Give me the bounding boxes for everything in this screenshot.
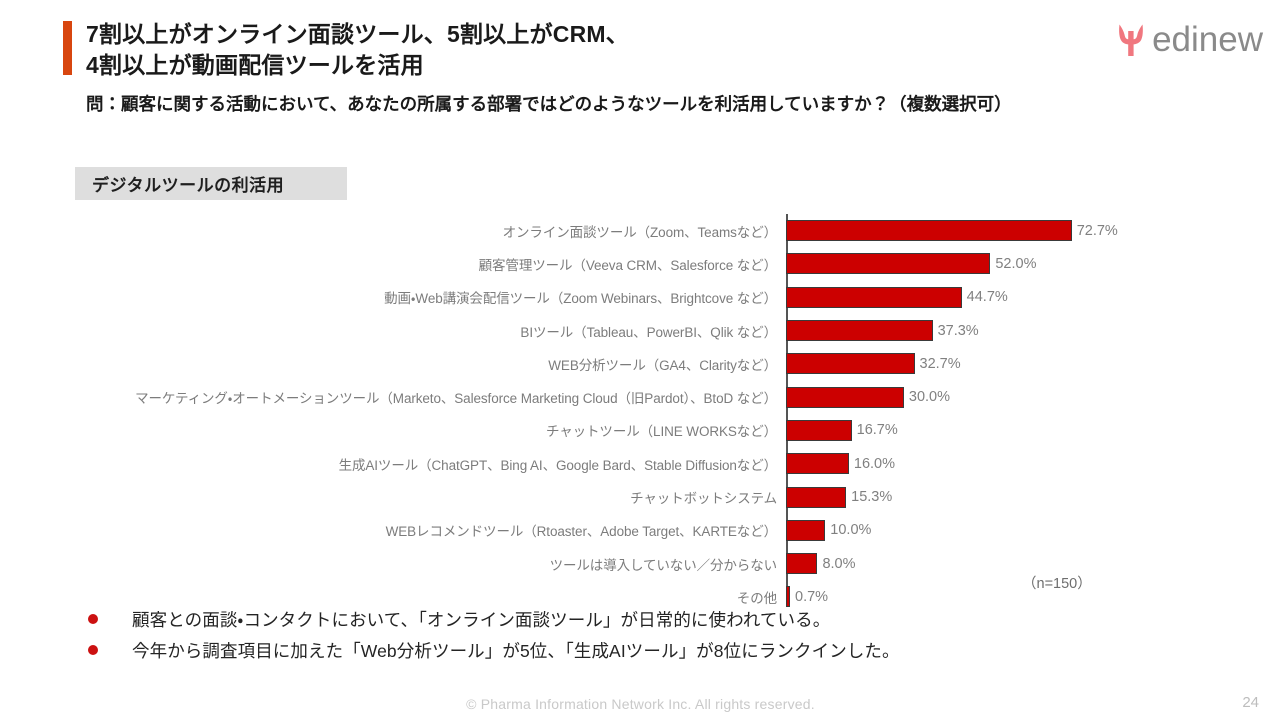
chart-row: WEBレコメンドツール（Rtoaster、Adobe Target、KARTEな… — [0, 514, 1281, 547]
chart-bar-area: 8.0% — [786, 547, 1281, 580]
chart-bar-area: 37.3% — [786, 314, 1281, 347]
logo-wordmark: edinew — [1152, 20, 1263, 59]
chart-bar-value: 8.0% — [822, 555, 856, 572]
slide-header: 7割以上がオンライン面談ツール、5割以上がCRM、 4割以上が動画配信ツールを活… — [0, 0, 1281, 130]
medinew-m-mark-icon — [1119, 24, 1143, 56]
chart-bar-area: 72.7% — [786, 214, 1281, 247]
page-title: 7割以上がオンライン面談ツール、5割以上がCRM、 4割以上が動画配信ツールを活… — [86, 19, 1086, 81]
chart-bar-value: 52.0% — [995, 255, 1037, 272]
chart-bar-area: 32.7% — [786, 347, 1281, 380]
bullet-item: 今年から調査項目に加えた「Web分析ツール」が5位、「生成AIツール」が8位にラ… — [88, 638, 1228, 669]
chart-category-label: 動画・Web講演会配信ツール（Zoom Webinars、Brightcove … — [384, 291, 777, 307]
section-tag-label: デジタルツールの利活用 — [92, 176, 285, 195]
chart-bar — [786, 453, 849, 475]
chart-category-label: WEBレコメンドツール（Rtoaster、Adobe Target、KARTEな… — [385, 524, 778, 540]
chart-bar-value: 37.3% — [937, 322, 979, 339]
chart-bar-area: 16.7% — [786, 414, 1281, 447]
chart-bar — [786, 253, 991, 275]
chart-bar-value: 15.3% — [851, 489, 893, 506]
chart-category-label: チャットツール（LINE WORKSなど） — [545, 424, 777, 440]
chart-bar — [786, 353, 915, 375]
chart-bar — [786, 486, 847, 508]
chart-category-label: ツールは導入していない／分からない — [549, 557, 778, 573]
chart-bar-area: 30.0% — [786, 380, 1281, 413]
page-subtitle: 問：顧客に関する活動において、あなたの所属する部署ではどのようなツールを利活用し… — [86, 94, 1012, 114]
chart-bar — [786, 586, 790, 608]
section-tag: デジタルツールの利活用 — [75, 167, 347, 200]
chart-bar — [786, 286, 962, 308]
title-line-1: 7割以上がオンライン面談ツール、5割以上がCRM、 — [86, 21, 629, 47]
chart-bar-area: 10.0% — [786, 514, 1281, 547]
medinew-logo: edinew — [1115, 18, 1263, 62]
chart-category-label: BIツール（Tableau、PowerBI、Qlik など） — [520, 324, 777, 340]
chart-bar-area: 0.7% — [786, 580, 1281, 613]
chart-bar-value: 44.7% — [966, 289, 1008, 306]
chart-bar-value: 10.0% — [830, 522, 872, 539]
chart-row: その他 0.7% — [0, 580, 1281, 613]
chart-category-label: その他 — [736, 590, 777, 606]
chart-row: 生成AIツール（ChatGPT、Bing AI、Google Bard、Stab… — [0, 447, 1281, 480]
chart-bar-value: 72.7% — [1076, 222, 1118, 239]
chart-bar-area: 15.3% — [786, 480, 1281, 513]
bullet-item: 顧客との面談・コンタクトにおいて、「オンライン面談ツール」が日常的に使われている… — [88, 607, 1228, 638]
chart-bar-area: 52.0% — [786, 247, 1281, 280]
chart-row: チャットボットシステム 15.3% — [0, 480, 1281, 513]
page-number: 24 — [1242, 694, 1259, 711]
chart-bar — [786, 386, 904, 408]
chart-bar-value: 16.7% — [856, 422, 898, 439]
chart-bar — [786, 519, 826, 541]
chart-category-label: 顧客管理ツール（Veeva CRM、Salesforce など） — [478, 257, 777, 273]
chart-category-label: チャットボットシステム — [630, 491, 777, 507]
chart-category-label: WEB分析ツール（GA4、Clarityなど） — [548, 357, 777, 373]
chart-bar-area: 44.7% — [786, 281, 1281, 314]
title-accent-bar — [63, 21, 72, 75]
chart-category-label: マーケティング・オートメーションツール（Marketo、Salesforce M… — [135, 391, 777, 407]
chart-bar-value: 30.0% — [908, 389, 951, 406]
chart-category-label: オンライン面談ツール（Zoom、Teamsなど） — [502, 224, 777, 240]
chart-row: WEB分析ツール（GA4、Clarityなど） 32.7% — [0, 347, 1281, 380]
chart-row: 動画・Web講演会配信ツール（Zoom Webinars、Brightcove … — [0, 281, 1281, 314]
chart-row: ツールは導入していない／分からない 8.0% — [0, 547, 1281, 580]
chart-category-label: 生成AIツール（ChatGPT、Bing AI、Google Bard、Stab… — [338, 457, 778, 473]
chart-bar — [786, 553, 818, 575]
chart-bar — [786, 419, 852, 441]
chart-bar-value: 32.7% — [919, 355, 961, 372]
bullet-dot-icon — [88, 614, 98, 624]
chart-rows: オンライン面談ツール（Zoom、Teamsなど） 72.7% 顧客管理ツール（Vee… — [0, 214, 1281, 614]
bullet-dot-icon — [88, 645, 98, 655]
chart-row: BIツール（Tableau、PowerBI、Qlik など） 37.3% — [0, 314, 1281, 347]
bullet-list: 顧客との面談・コンタクトにおいて、「オンライン面談ツール」が日常的に使われている… — [88, 607, 1228, 669]
title-line-2: 4割以上が動画配信ツールを活用 — [86, 52, 424, 78]
chart-bar-value: 0.7% — [795, 588, 829, 605]
footer-copyright: © Pharma Information Network Inc. All ri… — [466, 696, 815, 712]
bullet-text: 顧客との面談・コンタクトにおいて、「オンライン面談ツール」が日常的に使われている… — [132, 610, 831, 630]
bullet-text: 今年から調査項目に加えた「Web分析ツール」が5位、「生成AIツール」が8位にラ… — [132, 641, 900, 661]
chart-bar-area: 16.0% — [786, 447, 1281, 480]
sample-size-annotation: （n=150） — [1022, 576, 1092, 592]
bar-chart: オンライン面談ツール（Zoom、Teamsなど） 72.7% 顧客管理ツール（Vee… — [0, 214, 1281, 608]
chart-bar — [786, 220, 1072, 242]
chart-row: 顧客管理ツール（Veeva CRM、Salesforce など） 52.0% — [0, 247, 1281, 280]
chart-row: マーケティング・オートメーションツール（Marketo、Salesforce M… — [0, 380, 1281, 413]
chart-bar — [786, 320, 933, 342]
chart-bar-value: 16.0% — [853, 455, 895, 472]
chart-row: オンライン面談ツール（Zoom、Teamsなど） 72.7% — [0, 214, 1281, 247]
chart-row: チャットツール（LINE WORKSなど） 16.7% — [0, 414, 1281, 447]
